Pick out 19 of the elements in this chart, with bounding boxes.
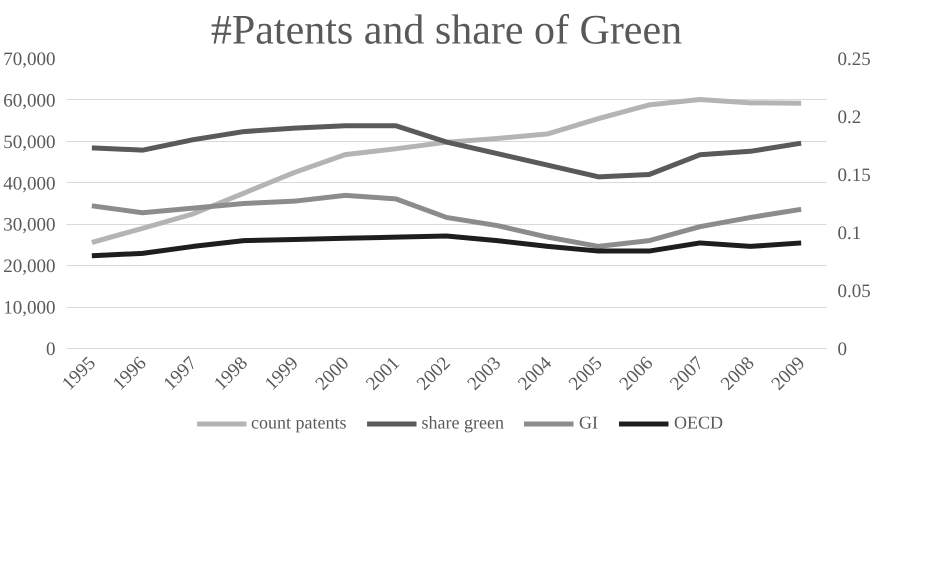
y-tick-label: 0 <box>46 339 56 360</box>
y-tick-label: 70,000 <box>3 49 56 70</box>
y-tick-label: 50,000 <box>3 132 56 153</box>
legend-label: share green <box>422 412 504 434</box>
legend-label: GI <box>578 412 599 434</box>
y-tick-label: 10,000 <box>3 298 56 319</box>
y-tick-label: 30,000 <box>3 214 56 236</box>
y2-tick-label: 0.2 <box>838 107 862 128</box>
y2-tick-label: 0.15 <box>838 165 871 186</box>
y2-tick-label: 0.05 <box>838 281 871 302</box>
legend-label: count patents <box>251 412 347 434</box>
y2-tick-label: 0.25 <box>838 49 871 70</box>
chart-title: #Patents and share of Green <box>210 8 682 54</box>
y-tick-label: 20,000 <box>3 256 56 278</box>
y2-tick-label: 0.1 <box>838 223 862 244</box>
y-tick-label: 60,000 <box>3 90 56 112</box>
legend-label: OECD <box>674 412 723 434</box>
y2-tick-label: 0 <box>838 339 847 360</box>
y-tick-label: 40,000 <box>3 173 56 194</box>
